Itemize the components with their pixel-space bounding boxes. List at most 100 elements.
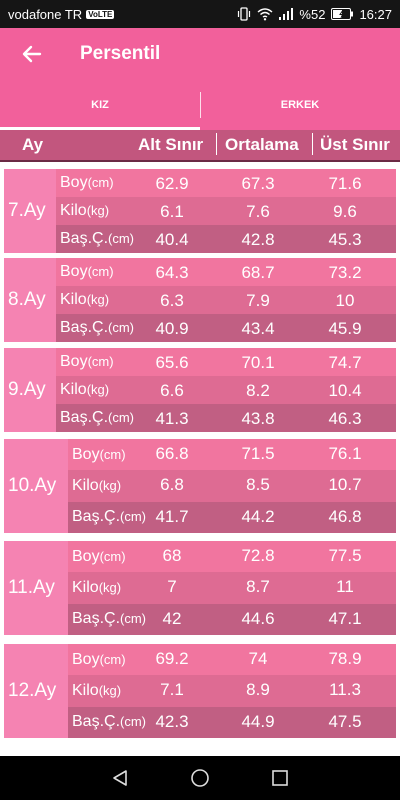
measure-label: Boy bbox=[60, 174, 88, 191]
measure-unit: (kg) bbox=[86, 203, 110, 218]
carrier-info: vodafone TR VoLTE bbox=[8, 7, 115, 22]
measure-row: Boy(cm) 64.3 68.7 73.2 bbox=[56, 258, 396, 286]
value-low: 62.9 bbox=[155, 174, 189, 193]
value-high: 45.9 bbox=[328, 319, 362, 338]
value-high: 74.7 bbox=[328, 353, 362, 372]
month-label: 10.Ay bbox=[8, 475, 57, 496]
value-mid: 43.4 bbox=[241, 319, 275, 338]
value-high: 47.1 bbox=[328, 608, 362, 628]
measure-name: Kilo(kg) bbox=[56, 292, 146, 308]
month-label: 11.Ay bbox=[8, 577, 55, 598]
measure-row: Boy(cm) 69.2 74 78.9 bbox=[68, 644, 396, 676]
value-mid: 7.9 bbox=[246, 291, 270, 310]
measure-label: Kilo bbox=[60, 381, 87, 398]
measure-name: Boy(cm) bbox=[68, 446, 158, 463]
battery-icon bbox=[331, 8, 354, 20]
tab-erkek[interactable]: ERKEK bbox=[280, 99, 320, 111]
value-mid: 74 bbox=[248, 649, 268, 668]
column-high: Üst Sınır bbox=[320, 135, 390, 154]
value-mid: 44.9 bbox=[241, 711, 275, 731]
value-mid: 8.7 bbox=[246, 577, 270, 597]
column-low: Alt Sınır bbox=[138, 135, 204, 154]
value-mid: 44.2 bbox=[241, 506, 275, 526]
value-low: 64.3 bbox=[155, 263, 189, 282]
tab-kiz[interactable]: KIZ bbox=[0, 80, 200, 130]
value-low: 6.8 bbox=[160, 475, 184, 495]
measure-label: Baş.Ç. bbox=[60, 409, 109, 426]
value-mid: 43.8 bbox=[241, 409, 275, 428]
value-high: 11.3 bbox=[329, 680, 361, 700]
month-block: 7.Ay Boy(cm) 62.9 67.3 71.6 Kilo(kg) 6.1 7.6 9.6… bbox=[4, 169, 396, 253]
value-low: 40.4 bbox=[155, 230, 189, 249]
value-low: 41.7 bbox=[155, 506, 189, 526]
measure-row: Baş.Ç.(cm) 42.3 44.9 47.5 bbox=[68, 706, 396, 738]
value-mid: 8.9 bbox=[246, 680, 270, 700]
column-divider bbox=[312, 133, 313, 155]
measure-label: Baş.Ç. bbox=[72, 508, 121, 526]
value-high: 46.3 bbox=[328, 409, 362, 428]
measure-unit: (cm) bbox=[99, 446, 126, 462]
value-low: 41.3 bbox=[155, 409, 189, 428]
measure-row: Kilo(kg) 6.1 7.6 9.6 bbox=[56, 197, 396, 225]
measure-unit: (kg) bbox=[98, 579, 122, 595]
value-low: 65.6 bbox=[155, 353, 189, 372]
nav-home-button[interactable] bbox=[190, 768, 210, 788]
signal-icon bbox=[279, 8, 294, 20]
measure-name: Baş.Ç.(cm) bbox=[68, 509, 158, 525]
month-block: 11.Ay Boy(cm) 68 72.8 77.5 Kilo(kg) 7 8.7 11 Baş.… bbox=[4, 541, 396, 635]
measure-unit: (cm) bbox=[99, 651, 126, 667]
clock: 16:27 bbox=[359, 6, 392, 22]
value-low: 6.1 bbox=[160, 202, 184, 221]
measure-name: Baş.Ç.(cm) bbox=[56, 320, 146, 336]
value-low: 69.2 bbox=[155, 649, 189, 668]
measure-name: Boy(cm) bbox=[68, 650, 158, 668]
value-low: 68 bbox=[162, 546, 182, 565]
measure-row: Kilo(kg) 6.6 8.2 10.4 bbox=[56, 376, 396, 404]
month-label: 12.Ay bbox=[8, 680, 57, 701]
measure-row: Kilo(kg) 6.8 8.5 10.7 bbox=[68, 470, 396, 502]
month-label: 8.Ay bbox=[8, 289, 46, 310]
status-bar: vodafone TR VoLTE %52 16:27 bbox=[0, 0, 400, 28]
measure-row: Baş.Ç.(cm) 41.3 43.8 46.3 bbox=[56, 404, 396, 432]
measure-unit: (kg) bbox=[86, 382, 110, 397]
volte-badge: VoLTE bbox=[86, 9, 115, 19]
measure-name: Kilo(kg) bbox=[68, 579, 158, 596]
percentile-list: 7.Ay Boy(cm) 62.9 67.3 71.6 Kilo(kg) 6.1 7.6 9.6… bbox=[0, 162, 400, 756]
nav-recents-button[interactable] bbox=[271, 769, 289, 787]
measure-label: Boy bbox=[60, 263, 88, 280]
nav-back-button[interactable] bbox=[111, 769, 129, 787]
measure-unit: (cm) bbox=[87, 264, 114, 279]
value-high: 71.6 bbox=[328, 174, 362, 193]
measure-label: Kilo bbox=[72, 681, 99, 699]
measure-label: Boy bbox=[72, 650, 100, 668]
value-mid: 70.1 bbox=[241, 353, 275, 372]
value-low: 42 bbox=[162, 608, 182, 628]
value-mid: 67.3 bbox=[241, 174, 275, 193]
status-icons: %52 16:27 bbox=[237, 7, 392, 22]
battery-percent: %52 bbox=[299, 6, 326, 22]
value-low: 42.3 bbox=[155, 711, 189, 731]
measure-label: Kilo bbox=[72, 476, 99, 494]
system-nav-bar bbox=[0, 756, 400, 800]
measure-unit: (cm) bbox=[99, 548, 126, 564]
gender-tabs: KIZ ERKEK bbox=[0, 80, 400, 130]
value-high: 77.5 bbox=[328, 546, 362, 565]
vibrate-icon bbox=[237, 7, 251, 21]
header-divider bbox=[0, 160, 400, 162]
measure-label: Boy bbox=[72, 547, 100, 565]
value-mid: 68.7 bbox=[241, 263, 275, 282]
value-low: 7 bbox=[167, 577, 177, 597]
measure-name: Baş.Ç.(cm) bbox=[56, 231, 146, 247]
measure-row: Baş.Ç.(cm) 42 44.6 47.1 bbox=[68, 603, 396, 635]
value-mid: 44.6 bbox=[241, 608, 275, 628]
measure-name: Kilo(kg) bbox=[56, 382, 146, 398]
square-recents-icon bbox=[272, 770, 289, 786]
measure-row: Kilo(kg) 7.1 8.9 11.3 bbox=[68, 675, 396, 707]
value-high: 9.6 bbox=[333, 202, 357, 221]
wifi-icon bbox=[257, 7, 273, 21]
back-button[interactable] bbox=[0, 28, 64, 80]
measure-label: Kilo bbox=[60, 291, 87, 308]
measure-name: Kilo(kg) bbox=[68, 681, 158, 699]
circle-home-icon bbox=[191, 769, 209, 787]
measure-unit: (cm) bbox=[87, 175, 114, 190]
